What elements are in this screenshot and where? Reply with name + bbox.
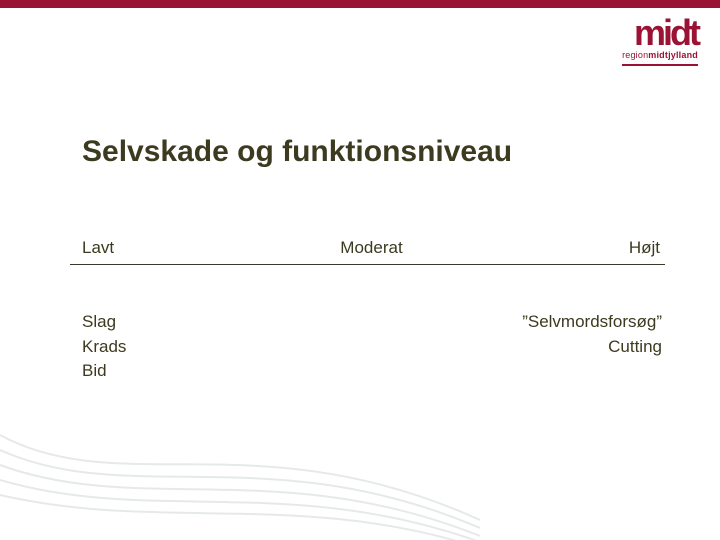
top-accent-bar bbox=[0, 0, 720, 8]
list-item: Cutting bbox=[522, 335, 662, 360]
logo-subtext-prefix: region bbox=[622, 50, 648, 60]
list-item: ”Selvmordsforsøg” bbox=[522, 310, 662, 335]
logo-subtext-bold: midtjylland bbox=[648, 50, 698, 60]
list-item: Slag bbox=[82, 310, 126, 335]
scale-label-low: Lavt bbox=[82, 238, 114, 258]
high-level-list: ”Selvmordsforsøg” Cutting bbox=[522, 310, 662, 359]
slide-title: Selvskade og funktionsniveau bbox=[82, 135, 512, 169]
low-level-list: Slag Krads Bid bbox=[82, 310, 126, 384]
list-item: Krads bbox=[82, 335, 126, 360]
list-item: Bid bbox=[82, 359, 126, 384]
logo-underline bbox=[622, 64, 698, 66]
scale-label-high: Højt bbox=[629, 238, 660, 258]
scale-label-moderate: Moderat bbox=[340, 238, 402, 258]
logo-wordmark: midt bbox=[622, 18, 698, 48]
scale-labels-row: Lavt Moderat Højt bbox=[82, 238, 660, 258]
scale-horizontal-rule bbox=[70, 264, 665, 265]
logo-subtext: regionmidtjylland bbox=[622, 50, 698, 60]
background-swoosh-lines bbox=[0, 390, 480, 540]
brand-logo: midt regionmidtjylland bbox=[622, 18, 698, 66]
